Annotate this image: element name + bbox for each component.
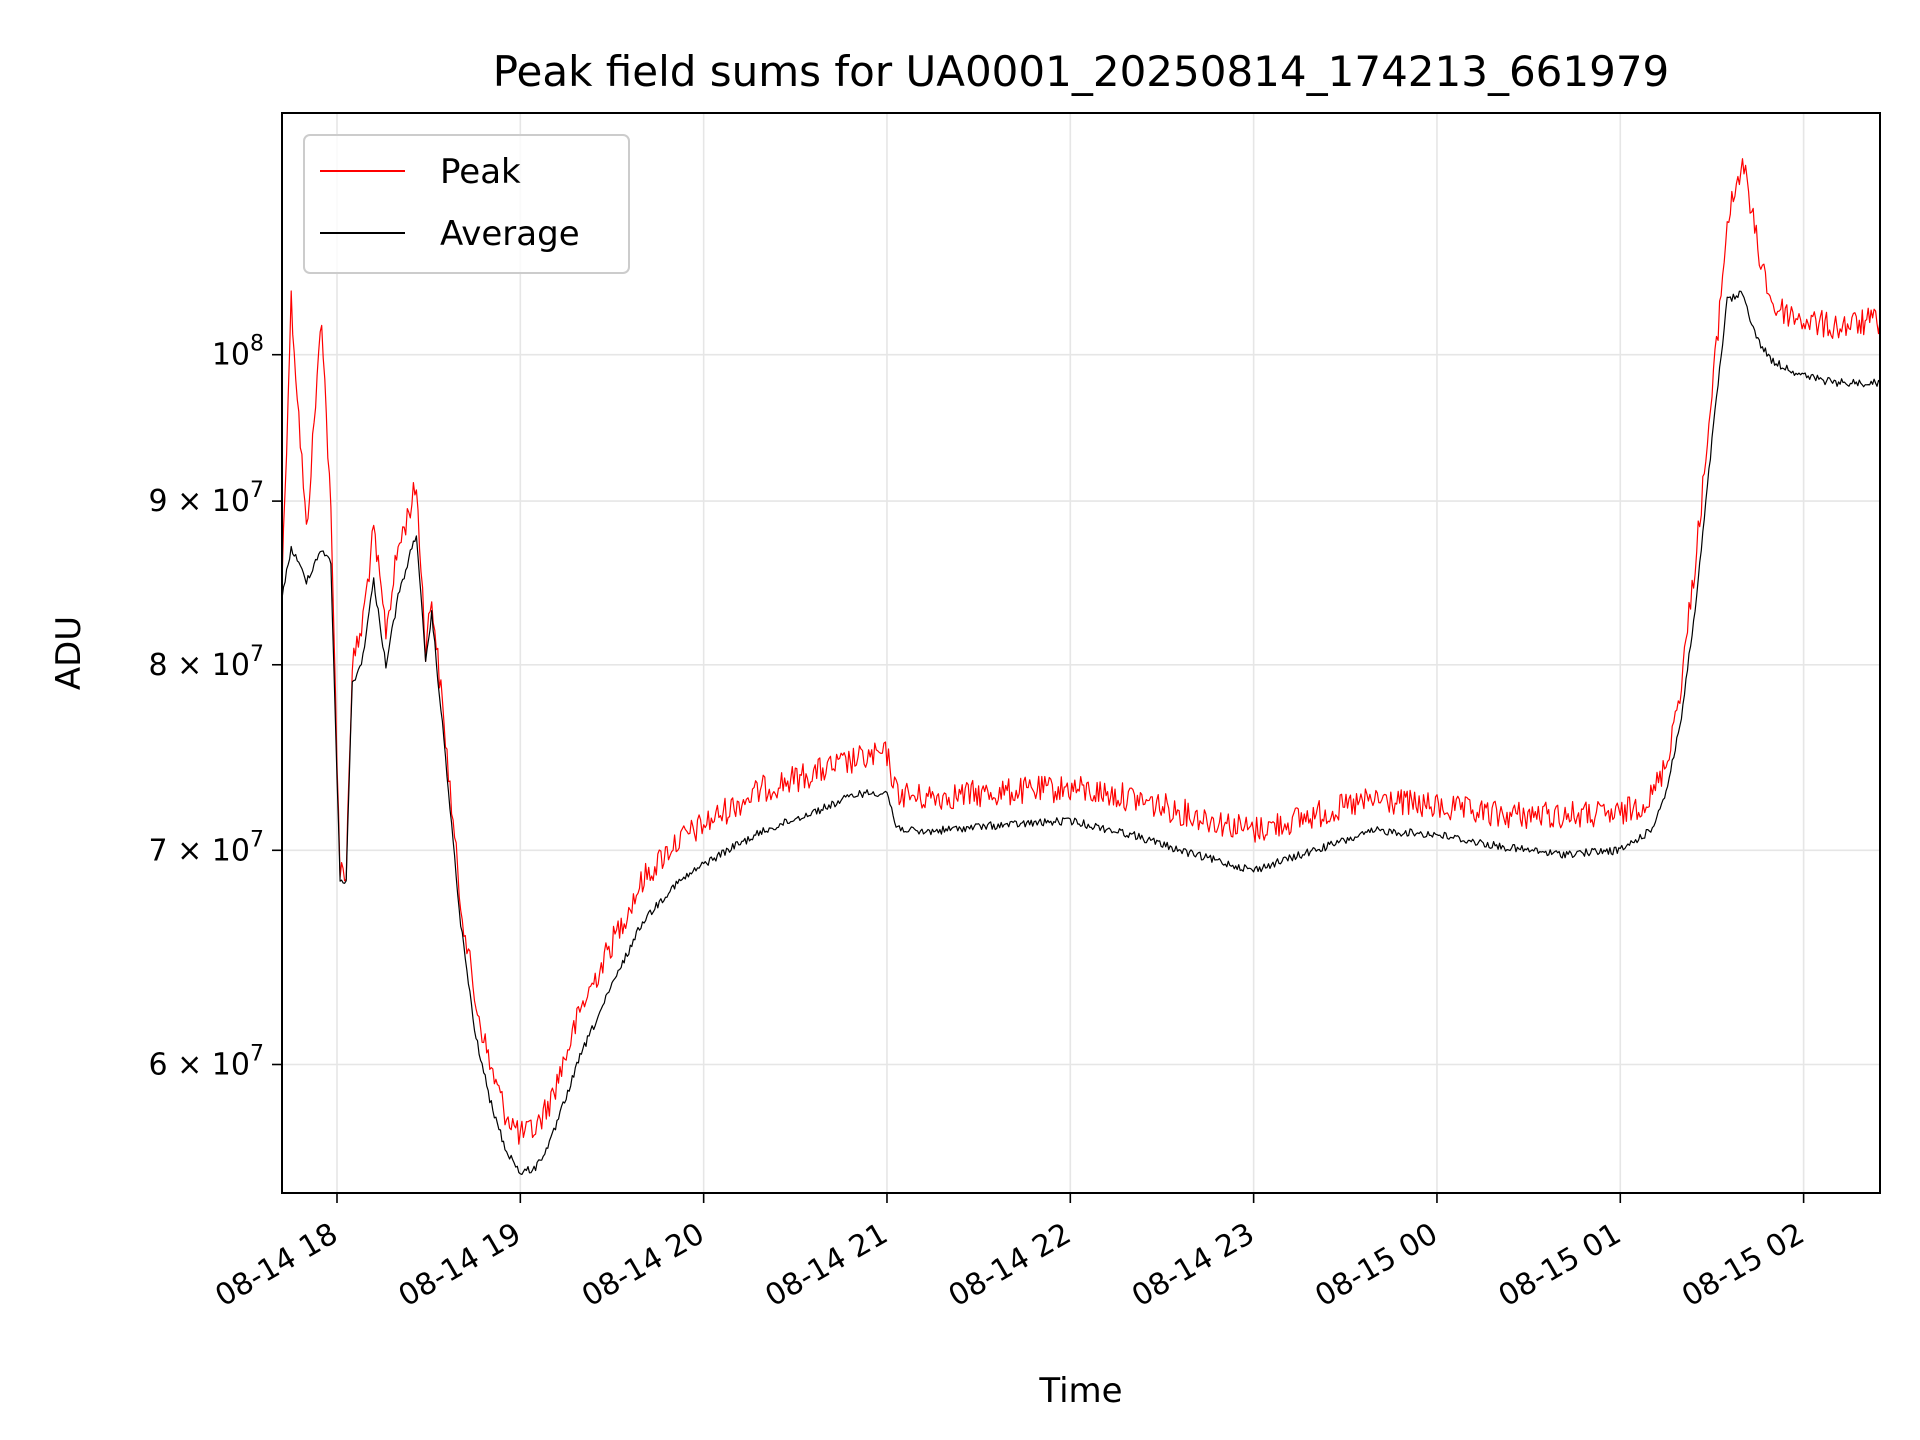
series-layer — [281, 158, 1881, 1175]
y-axis: 6 × 107 7 × 107 8 × 107 9 × 107 108 — [149, 332, 282, 1082]
series-line-average — [281, 290, 1881, 1175]
plot-frame — [281, 112, 1881, 1194]
y-tick-label: 108 — [212, 332, 264, 373]
chart-title: Peak field sums for UA0001_20250814_1742… — [493, 47, 1670, 96]
legend-label-average: Average — [440, 214, 580, 254]
legend-box — [303, 134, 630, 274]
x-axis-label: Time — [1038, 1371, 1122, 1411]
y-tick-label: 9 × 107 — [149, 478, 264, 519]
y-tick-label: 8 × 107 — [149, 642, 264, 683]
legend-label-peak: Peak — [440, 152, 521, 192]
grid — [282, 113, 1880, 1193]
series-line-peak — [281, 158, 1881, 1145]
legend: Peak Average — [303, 134, 630, 274]
y-tick-label: 7 × 107 — [149, 827, 264, 868]
y-tick-label: 6 × 107 — [149, 1041, 264, 1082]
y-axis-label: ADU — [49, 616, 89, 690]
